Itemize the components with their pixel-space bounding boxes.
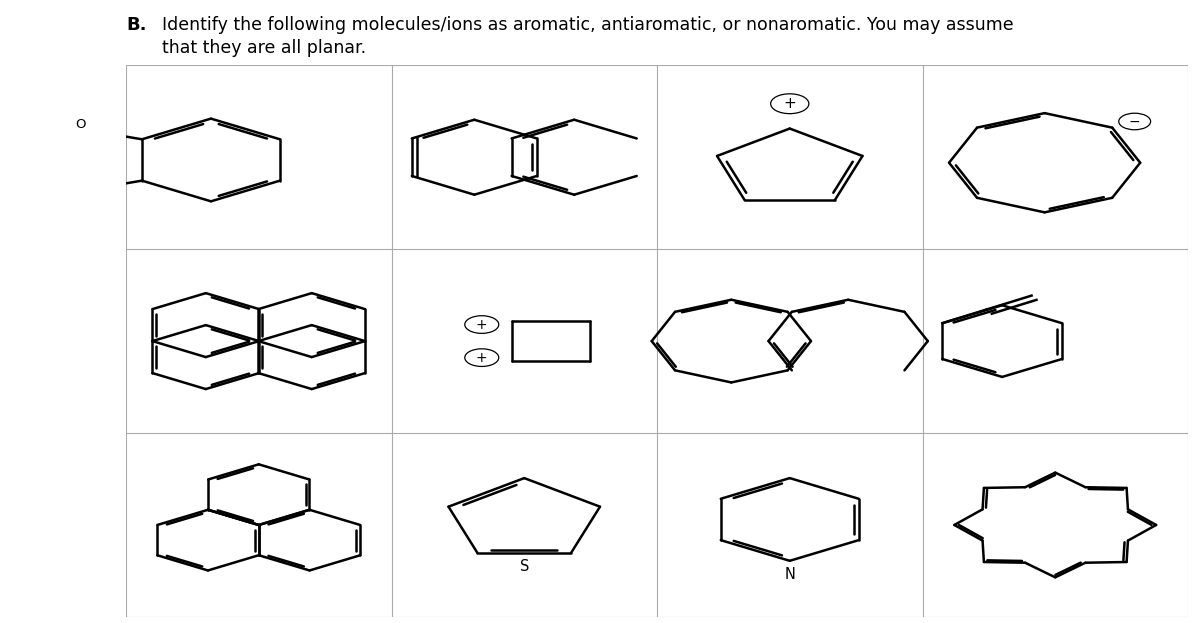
Text: B.: B. [126,16,146,34]
Text: S: S [520,559,529,574]
Text: −: − [1129,115,1140,128]
Text: +: + [476,351,487,364]
Text: +: + [784,96,796,112]
Text: that they are all planar.: that they are all planar. [162,39,366,57]
Text: O: O [74,118,85,131]
Text: +: + [476,318,487,331]
Text: N: N [785,567,796,582]
Text: Identify the following molecules/ions as aromatic, antiaromatic, or nonaromatic.: Identify the following molecules/ions as… [162,16,1014,34]
